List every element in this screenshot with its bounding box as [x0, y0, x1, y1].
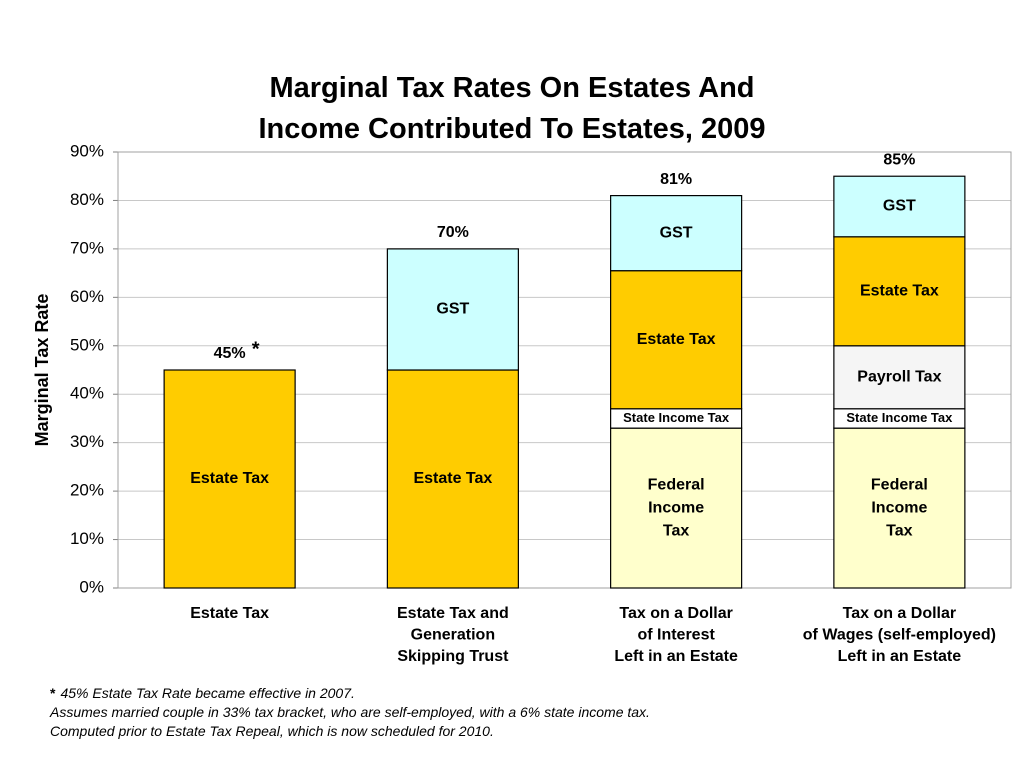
bar-2-segment-2: [386, 248, 519, 371]
y-tick-label-70: 70%: [70, 238, 104, 257]
x-category-2-label-2: Generation: [411, 627, 495, 644]
x-category-3-label-1: Tax on a Dollar: [619, 605, 733, 622]
bar-4-segment-5: [833, 175, 966, 238]
bar-4-segment-1-label-2: Income: [871, 499, 927, 516]
footnote-line-1: * 45% Estate Tax Rate became effective in…: [50, 684, 650, 703]
bar-4-segment-4-label: Estate Tax: [860, 282, 939, 299]
x-category-4-label-2: of Wages (self-employed): [803, 627, 996, 644]
y-tick-label-40: 40%: [70, 384, 104, 403]
footnote-text-1: 45% Estate Tax Rate became effective in …: [60, 685, 355, 701]
x-category-3-label-3: Left in an Estate: [614, 648, 738, 665]
bar-3-segment-4: [610, 195, 743, 272]
bar-4-segment-4: [833, 236, 966, 347]
footnote-line-2: Assumes married couple in 33% tax bracke…: [50, 704, 650, 720]
x-category-4-label-1: Tax on a Dollar: [843, 605, 957, 622]
bar-4-segment-1-label-1: Federal: [871, 476, 928, 493]
bar-3-total-label: 81%: [660, 171, 692, 188]
bar-3-segment-1: [610, 427, 743, 589]
bar-3-segment-1-label-1: Federal: [648, 476, 705, 493]
footnote-asterisk: *: [50, 685, 56, 701]
bar-1-segment-1-label: Estate Tax: [190, 470, 269, 487]
bar-1-total-label: 45%: [214, 345, 246, 362]
y-tick-label-30: 30%: [70, 432, 104, 451]
bar-1-segment-1: [163, 369, 296, 589]
bar-1-total-marker: *: [252, 338, 260, 360]
x-category-4-label-3: Left in an Estate: [838, 648, 962, 665]
chart-title-line-2: Income Contributed To Estates, 2009: [258, 113, 766, 145]
bar-4-segment-2-label: State Income Tax: [846, 410, 953, 425]
bar-2-segment-2-label: GST: [436, 301, 469, 318]
bar-3-segment-1-label-2: Income: [648, 499, 704, 516]
chart-title: Marginal Tax Rates On Estates And Income…: [0, 68, 1024, 150]
x-category-1-label: Estate Tax: [190, 605, 269, 622]
footnotes: * 45% Estate Tax Rate became effective in…: [50, 684, 650, 741]
x-category-3-label-2: of Interest: [637, 627, 715, 644]
y-tick-label-80: 80%: [70, 190, 104, 209]
y-tick-label-20: 20%: [70, 481, 104, 500]
bar-2-segment-1: [386, 369, 519, 589]
bar-2-total-label: 70%: [437, 224, 469, 241]
y-tick-label-50: 50%: [70, 335, 104, 354]
bar-2-segment-1-label: Estate Tax: [413, 470, 492, 487]
plot-border: [117, 151, 1012, 589]
chart-title-line-1: Marginal Tax Rates On Estates And: [269, 72, 755, 104]
bar-4-segment-3-label: Payroll Tax: [857, 368, 941, 385]
bar-4-segment-1: [833, 427, 966, 589]
y-axis-label: Marginal Tax Rate: [32, 294, 52, 447]
bar-3-segment-4-label: GST: [660, 224, 693, 241]
bar-3-segment-3-label: Estate Tax: [637, 331, 716, 348]
bar-4-segment-5-label: GST: [883, 198, 916, 215]
footnote-line-3: Computed prior to Estate Tax Repeal, whi…: [50, 723, 494, 739]
bar-4-segment-3: [833, 345, 966, 410]
y-tick-label-10: 10%: [70, 529, 104, 548]
bar-4-segment-1-label-3: Tax: [886, 522, 912, 539]
bar-3-segment-2-label: State Income Tax: [623, 410, 730, 425]
x-category-2-label-3: Skipping Trust: [397, 648, 509, 665]
x-category-2-label-1: Estate Tax and: [397, 605, 509, 622]
bar-3-segment-3: [610, 270, 743, 410]
y-tick-label-90: 90%: [70, 141, 104, 160]
bar-3-segment-1-label-3: Tax: [663, 522, 689, 539]
bar-4-total-label: 85%: [883, 151, 915, 168]
y-tick-label-60: 60%: [70, 287, 104, 306]
y-tick-label-0: 0%: [79, 577, 104, 596]
